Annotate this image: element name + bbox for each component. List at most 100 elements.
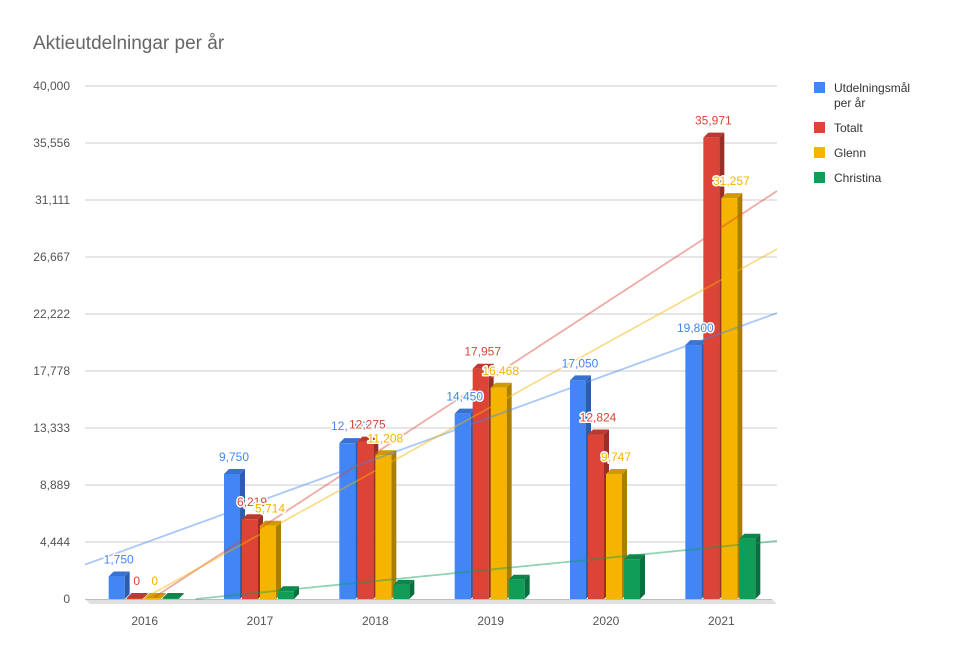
bar	[490, 382, 512, 599]
y-tick-label: 13,333	[33, 421, 70, 435]
data-labels: 1,750 9,750 12,150 14,450 17,050 19,800 0 6,219…	[102, 112, 751, 589]
legend-item[interactable]: Glenn	[814, 146, 866, 160]
legend-swatch	[814, 122, 825, 133]
bar-front	[454, 413, 471, 599]
bar-front	[339, 443, 356, 599]
bar-top	[242, 514, 263, 520]
bar-top	[685, 340, 707, 346]
bar-top	[508, 574, 530, 580]
bar-front	[278, 591, 294, 599]
data-label: 17,050	[562, 356, 599, 370]
bar	[126, 593, 148, 599]
bar-front	[624, 559, 640, 599]
trendline	[143, 248, 778, 600]
bar-top	[144, 593, 166, 598]
bar	[570, 375, 591, 599]
legend-item[interactable]: Christina	[814, 171, 882, 185]
data-label: 12,824	[580, 411, 617, 425]
y-tick-label: 26,667	[33, 250, 70, 264]
bar-top	[570, 375, 591, 381]
bar	[278, 586, 299, 599]
legend-item[interactable]: Totalt	[814, 121, 863, 135]
bar-top	[393, 579, 415, 585]
bar-side	[391, 450, 397, 599]
x-tick-label: 2018	[362, 614, 389, 628]
data-label: 17,957	[464, 345, 501, 359]
bar-top	[606, 468, 627, 474]
bar-front	[108, 576, 125, 599]
bar-side	[409, 579, 415, 599]
gridlines	[85, 85, 777, 543]
data-label: 12,275	[349, 418, 386, 432]
bar-side	[276, 520, 281, 599]
bar-top	[375, 450, 397, 456]
bars	[108, 132, 761, 600]
legend-label: per år	[834, 96, 865, 110]
bar-top	[454, 408, 476, 414]
y-tick-label: 40,000	[33, 79, 70, 93]
x-tick-label: 2020	[593, 614, 620, 628]
bar	[739, 533, 761, 599]
legend-label: Glenn	[834, 146, 866, 160]
bar-top	[278, 586, 299, 592]
bar	[375, 450, 397, 599]
floor	[85, 599, 777, 604]
y-tick-label: 22,222	[33, 307, 70, 321]
legend-swatch	[814, 172, 825, 183]
y-tick-label: 31,111	[35, 193, 70, 207]
data-label: 35,971	[695, 114, 732, 128]
bar-side	[524, 574, 530, 599]
bar-front	[224, 473, 240, 599]
bar-front	[721, 198, 738, 599]
trendline	[84, 312, 778, 566]
bar-front	[144, 598, 161, 599]
data-label: 12,150	[331, 419, 368, 433]
bar-front	[606, 473, 622, 599]
y-tick-label: 4,444	[40, 535, 70, 549]
bar-top	[162, 593, 184, 598]
bar-side	[160, 593, 166, 599]
bar-top	[260, 520, 281, 526]
bar	[703, 132, 725, 599]
legend-swatch	[814, 82, 825, 93]
data-label: 9,750	[219, 450, 249, 464]
bar	[606, 468, 627, 599]
data-label: 0	[133, 574, 140, 588]
bar-front	[703, 137, 720, 599]
bar	[685, 340, 707, 599]
bar-front	[242, 519, 258, 599]
y-tick-label: 0	[63, 592, 70, 606]
bar-side	[124, 571, 130, 599]
bar-top	[624, 554, 645, 560]
x-tick-label: 2016	[131, 614, 158, 628]
trendline	[195, 540, 778, 600]
x-tick-label: 2017	[247, 614, 274, 628]
bar	[260, 520, 281, 599]
bar-front	[508, 579, 525, 599]
chart-title: Aktieutdelningar per år	[33, 33, 225, 54]
data-label: 14,450	[446, 390, 483, 404]
bar	[224, 468, 245, 599]
data-label: 5,714	[255, 502, 285, 516]
bar	[721, 193, 743, 600]
data-label: 19,800	[677, 321, 714, 335]
legend-label: Utdelningsmål	[834, 81, 910, 95]
bar-top	[224, 468, 245, 474]
bar-front	[126, 598, 143, 599]
bar	[624, 554, 645, 599]
bar	[508, 574, 530, 599]
bar-side	[294, 586, 299, 599]
bar-front	[739, 538, 756, 599]
bar-top	[472, 363, 494, 369]
bar-front	[162, 598, 179, 599]
bar-front	[472, 368, 489, 599]
bar-front	[570, 380, 586, 599]
bar-top	[126, 593, 148, 598]
data-label: 0	[151, 574, 158, 588]
bar	[108, 571, 130, 599]
bar-front	[588, 434, 604, 599]
y-tick-label: 8,889	[40, 478, 70, 492]
